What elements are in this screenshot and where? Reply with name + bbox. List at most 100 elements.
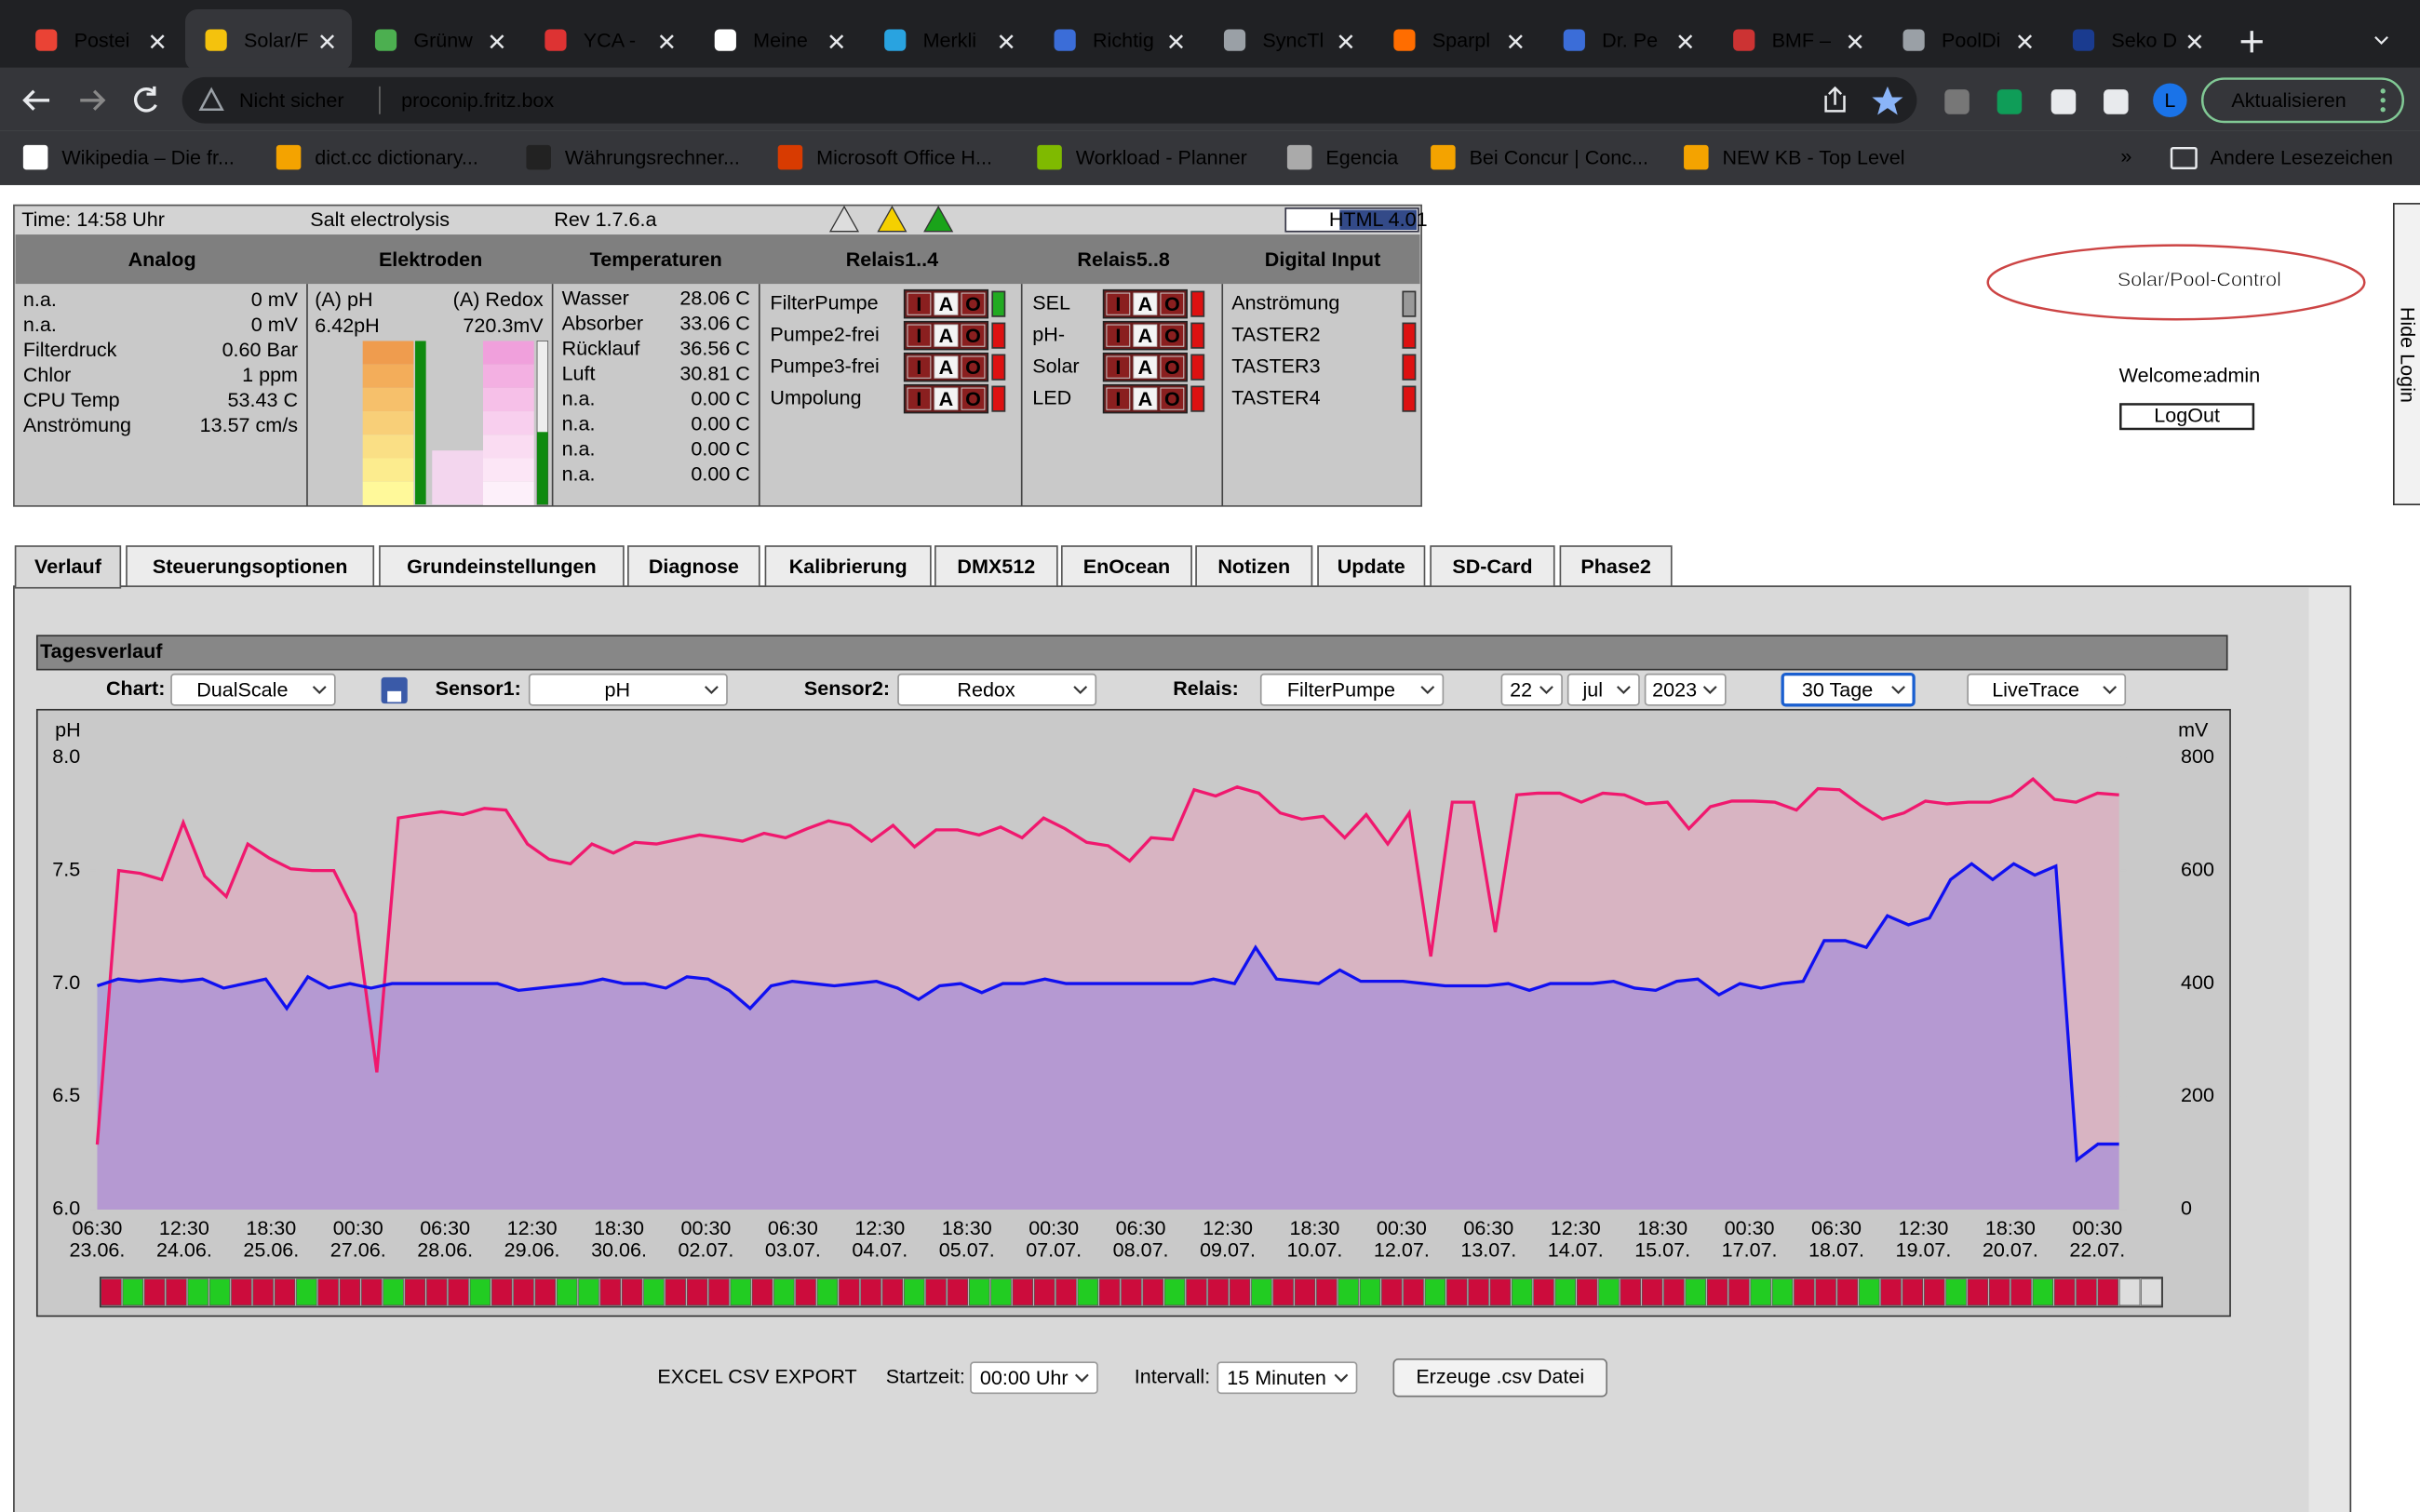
hide-login-tab[interactable] [2392,203,2420,506]
relay-button[interactable] [961,387,986,410]
relay-button-label[interactable]: I [916,387,921,410]
relay-button-label[interactable]: O [1164,387,1180,410]
chart-select[interactable] [170,673,336,706]
sensor2-select[interactable] [897,673,1097,706]
update-button[interactable] [2200,77,2405,124]
nav-tab-label[interactable]: Kalibrierung [789,555,908,578]
nav-tab[interactable] [14,545,122,589]
profile-avatar[interactable] [2153,83,2187,118]
bookmark[interactable]: Wikipedia – Die fr... [61,145,235,168]
relay-button[interactable] [1133,292,1158,315]
nav-tab-label[interactable]: SD-Card [1452,555,1532,578]
relay-button[interactable] [1133,355,1158,379]
share-icon[interactable] [1824,86,1846,113]
relay-button[interactable] [934,387,959,410]
nav-tab-label[interactable]: Diagnose [649,555,739,578]
nav-tab-label[interactable]: Update [1338,555,1405,578]
relay-button-label[interactable]: I [1115,355,1121,379]
relay-button-label[interactable]: O [1164,292,1180,315]
nav-tab[interactable] [1195,545,1313,587]
day-select-value[interactable]: 22 [1510,678,1532,702]
browser-tab[interactable]: Seko D [2111,28,2177,51]
relay-button[interactable] [1106,355,1131,379]
sensor1-select[interactable] [528,673,728,706]
relay-button[interactable] [934,324,959,347]
nav-tab-label[interactable]: Notizen [1217,555,1290,578]
relay-button-label[interactable]: I [916,292,921,315]
chart-select-value[interactable]: DualScale [196,678,288,702]
browser-tab[interactable]: BMF – [1772,28,1831,51]
nav-tab[interactable] [1559,545,1673,587]
relay-button-label[interactable]: A [939,387,954,410]
back-button[interactable] [22,89,50,111]
export-button-label[interactable]: Erzeuge .csv Datei [1416,1364,1584,1387]
relay-button[interactable] [1106,387,1131,410]
relay-button[interactable] [907,324,932,347]
nav-tab-label[interactable]: Grundeinstellungen [407,555,597,578]
day-select[interactable] [1500,673,1563,706]
range-select-value[interactable]: 30 Tage [1802,678,1873,702]
browser-tab[interactable]: Dr. Pe [1602,28,1658,51]
month-select[interactable] [1566,673,1640,706]
relay-button-label[interactable]: O [965,355,981,379]
relay-button[interactable] [907,387,932,410]
relay-button-label[interactable]: A [939,324,954,347]
browser-tab[interactable]: Grünw [413,28,473,51]
bookmark[interactable]: Microsoft Office H... [816,145,992,168]
year-select[interactable] [1644,673,1727,706]
hide-login[interactable]: Hide Login [2396,307,2419,403]
relay-button[interactable] [961,355,986,379]
relay-button[interactable] [934,355,959,379]
nav-tab-label[interactable]: DMX512 [957,555,1035,578]
sensor2-select-value[interactable]: Redox [957,678,1015,702]
relay-button-label[interactable]: O [1164,355,1180,379]
relay-button-label[interactable]: O [965,292,981,315]
relay-button[interactable] [934,292,959,315]
nav-tab[interactable] [379,545,625,587]
nav-tab[interactable] [627,545,760,587]
month-select-value[interactable]: jul [1581,678,1603,702]
relay-button[interactable] [1133,387,1158,410]
relay-button[interactable] [1133,324,1158,347]
browser-tab[interactable]: Meine [753,28,808,51]
logout-label[interactable]: LogOut [2154,403,2220,426]
bookmark[interactable]: dict.cc dictionary... [315,145,478,168]
browser-tab[interactable]: Postei [74,28,130,51]
nav-tab-label[interactable]: Verlauf [34,555,102,578]
sensor1-select-value[interactable]: pH [604,678,630,702]
relay-button[interactable] [1160,387,1185,410]
relais-select-value[interactable]: FilterPumpe [1287,678,1395,702]
nav-tab[interactable] [764,545,932,587]
interval-select[interactable] [1217,1361,1358,1395]
trace-select[interactable] [1967,673,2127,706]
relay-button-label[interactable]: I [1115,387,1121,410]
start-select-value[interactable]: 00:00 Uhr [980,1366,1069,1389]
relay-button[interactable] [961,324,986,347]
relay-button-label[interactable]: A [1138,324,1153,347]
relay-button-label[interactable]: I [1115,292,1121,315]
relay-button-label[interactable]: A [939,292,954,315]
relay-button-label[interactable]: O [1164,324,1180,347]
export-button[interactable] [1392,1358,1607,1398]
trace-select-value[interactable]: LiveTrace [1992,678,2079,702]
relay-button-label[interactable]: A [939,355,954,379]
update-label[interactable]: Aktualisieren [2231,88,2346,112]
browser-tab[interactable]: Richtig [1093,28,1154,51]
nav-tab-label[interactable]: Steuerungsoptionen [153,555,347,578]
relay-button[interactable] [1160,292,1185,315]
range-select[interactable] [1781,672,1916,707]
relais-select[interactable] [1259,673,1445,706]
browser-tab[interactable]: Merkli [923,28,976,51]
relay-button-label[interactable]: I [916,324,921,347]
relay-button-label[interactable]: I [916,355,921,379]
relay-button[interactable] [907,355,932,379]
nav-tab[interactable] [934,545,1058,587]
nav-tab-label[interactable]: Phase2 [1580,555,1650,578]
relay-button[interactable] [1160,355,1185,379]
browser-tab[interactable]: Sparpl [1432,28,1490,51]
interval-select-value[interactable]: 15 Minuten [1227,1366,1326,1389]
relay-button-label[interactable]: O [965,387,981,410]
relay-button-label[interactable]: A [1138,387,1153,410]
bookmark[interactable]: Egencia [1325,145,1398,168]
relay-button-label[interactable]: A [1138,292,1153,315]
